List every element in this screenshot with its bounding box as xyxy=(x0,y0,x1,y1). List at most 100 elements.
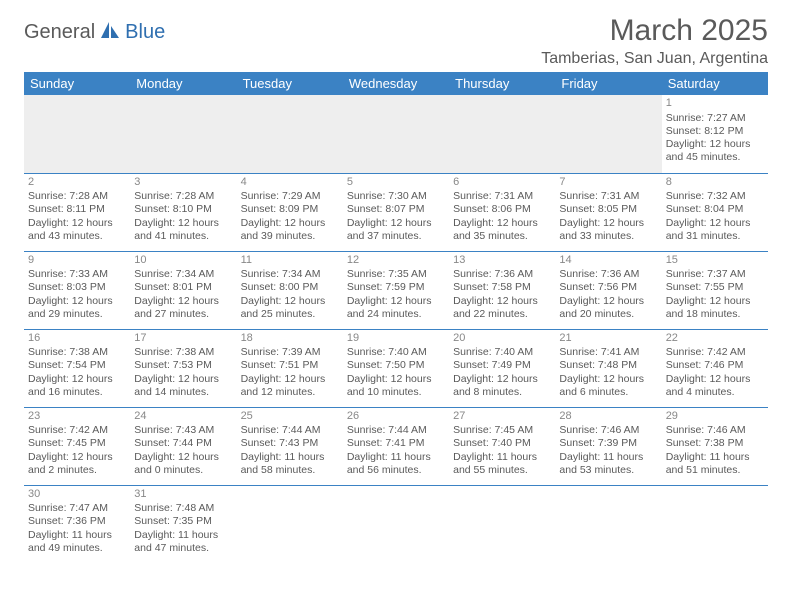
day-info-line: Sunset: 8:00 PM xyxy=(241,281,339,294)
day-info-line: Sunrise: 7:29 AM xyxy=(241,190,339,203)
day-number: 1 xyxy=(666,97,764,111)
day-info-line: Sunrise: 7:36 AM xyxy=(453,268,551,281)
day-info-line: and 31 minutes. xyxy=(666,230,764,243)
title-block: March 2025 Tamberias, San Juan, Argentin… xyxy=(541,14,768,68)
day-info-line: and 4 minutes. xyxy=(666,386,764,399)
calendar-table: SundayMondayTuesdayWednesdayThursdayFrid… xyxy=(24,72,768,563)
day-info-line: and 51 minutes. xyxy=(666,464,764,477)
day-info-line: Sunset: 8:05 PM xyxy=(559,203,657,216)
day-number: 29 xyxy=(666,410,764,424)
day-info-line: Daylight: 11 hours xyxy=(28,529,126,542)
day-number: 21 xyxy=(559,332,657,346)
calendar-day: 18Sunrise: 7:39 AMSunset: 7:51 PMDayligh… xyxy=(237,329,343,407)
day-info-line: and 37 minutes. xyxy=(347,230,445,243)
day-info-line: Daylight: 12 hours xyxy=(134,451,232,464)
day-number: 13 xyxy=(453,254,551,268)
day-info-line: and 39 minutes. xyxy=(241,230,339,243)
day-info-line: Sunset: 8:01 PM xyxy=(134,281,232,294)
day-info-line: Sunset: 8:12 PM xyxy=(666,125,764,138)
day-info-line: and 29 minutes. xyxy=(28,308,126,321)
day-info-line: Daylight: 12 hours xyxy=(28,451,126,464)
calendar-day: 26Sunrise: 7:44 AMSunset: 7:41 PMDayligh… xyxy=(343,407,449,485)
calendar-day xyxy=(555,95,661,173)
calendar-day: 19Sunrise: 7:40 AMSunset: 7:50 PMDayligh… xyxy=(343,329,449,407)
day-number: 10 xyxy=(134,254,232,268)
calendar-day: 12Sunrise: 7:35 AMSunset: 7:59 PMDayligh… xyxy=(343,251,449,329)
day-info-line: Sunrise: 7:34 AM xyxy=(241,268,339,281)
weekday-row: SundayMondayTuesdayWednesdayThursdayFrid… xyxy=(24,72,768,95)
calendar-day: 14Sunrise: 7:36 AMSunset: 7:56 PMDayligh… xyxy=(555,251,661,329)
day-info-line: Daylight: 12 hours xyxy=(559,295,657,308)
day-info-line: Sunset: 7:41 PM xyxy=(347,437,445,450)
day-info-line: and 25 minutes. xyxy=(241,308,339,321)
day-info-line: Sunset: 8:10 PM xyxy=(134,203,232,216)
day-info-line: and 45 minutes. xyxy=(666,151,764,164)
day-info-line: Sunset: 7:40 PM xyxy=(453,437,551,450)
logo-word-2: Blue xyxy=(125,21,165,44)
day-info-line: Sunset: 7:45 PM xyxy=(28,437,126,450)
day-number: 28 xyxy=(559,410,657,424)
day-info-line: Sunset: 7:43 PM xyxy=(241,437,339,450)
sail-icon xyxy=(99,20,121,45)
day-info-line: Sunset: 8:04 PM xyxy=(666,203,764,216)
day-info-line: and 47 minutes. xyxy=(134,542,232,555)
calendar-day: 1Sunrise: 7:27 AMSunset: 8:12 PMDaylight… xyxy=(662,95,768,173)
day-info-line: Daylight: 12 hours xyxy=(347,373,445,386)
day-info-line: Daylight: 12 hours xyxy=(28,295,126,308)
day-info-line: and 16 minutes. xyxy=(28,386,126,399)
day-info-line: Sunrise: 7:27 AM xyxy=(666,112,764,125)
calendar-day: 22Sunrise: 7:42 AMSunset: 7:46 PMDayligh… xyxy=(662,329,768,407)
day-info-line: Sunrise: 7:34 AM xyxy=(134,268,232,281)
weekday-header: Friday xyxy=(555,72,661,95)
calendar-day: 16Sunrise: 7:38 AMSunset: 7:54 PMDayligh… xyxy=(24,329,130,407)
calendar-day: 30Sunrise: 7:47 AMSunset: 7:36 PMDayligh… xyxy=(24,485,130,563)
calendar-day xyxy=(449,485,555,563)
calendar-day xyxy=(24,95,130,173)
day-number: 6 xyxy=(453,176,551,190)
day-info-line: Daylight: 11 hours xyxy=(241,451,339,464)
day-number: 18 xyxy=(241,332,339,346)
day-number: 5 xyxy=(347,176,445,190)
day-info-line: Sunrise: 7:36 AM xyxy=(559,268,657,281)
day-number: 15 xyxy=(666,254,764,268)
day-info-line: Daylight: 12 hours xyxy=(134,295,232,308)
day-info-line: and 10 minutes. xyxy=(347,386,445,399)
calendar-day xyxy=(130,95,236,173)
day-number: 23 xyxy=(28,410,126,424)
day-info-line: Sunrise: 7:44 AM xyxy=(241,424,339,437)
day-info-line: and 55 minutes. xyxy=(453,464,551,477)
day-info-line: Sunrise: 7:33 AM xyxy=(28,268,126,281)
calendar-day: 6Sunrise: 7:31 AMSunset: 8:06 PMDaylight… xyxy=(449,173,555,251)
calendar-week: 30Sunrise: 7:47 AMSunset: 7:36 PMDayligh… xyxy=(24,485,768,563)
day-number: 8 xyxy=(666,176,764,190)
day-info-line: Sunset: 7:49 PM xyxy=(453,359,551,372)
day-info-line: Sunrise: 7:41 AM xyxy=(559,346,657,359)
day-info-line: Sunrise: 7:39 AM xyxy=(241,346,339,359)
day-info-line: Daylight: 12 hours xyxy=(666,295,764,308)
calendar-head: SundayMondayTuesdayWednesdayThursdayFrid… xyxy=(24,72,768,95)
day-number: 12 xyxy=(347,254,445,268)
day-info-line: and 2 minutes. xyxy=(28,464,126,477)
day-number: 25 xyxy=(241,410,339,424)
brand-logo: General Blue xyxy=(24,14,165,45)
day-info-line: Sunrise: 7:47 AM xyxy=(28,502,126,515)
day-number: 14 xyxy=(559,254,657,268)
day-info-line: Sunrise: 7:31 AM xyxy=(453,190,551,203)
day-number: 31 xyxy=(134,488,232,502)
day-info-line: Daylight: 12 hours xyxy=(28,217,126,230)
day-info-line: Sunrise: 7:43 AM xyxy=(134,424,232,437)
day-info-line: Sunrise: 7:38 AM xyxy=(28,346,126,359)
day-number: 22 xyxy=(666,332,764,346)
day-info-line: Daylight: 12 hours xyxy=(453,217,551,230)
day-info-line: Daylight: 12 hours xyxy=(347,295,445,308)
day-info-line: Daylight: 12 hours xyxy=(134,373,232,386)
calendar-day xyxy=(237,95,343,173)
calendar-day: 20Sunrise: 7:40 AMSunset: 7:49 PMDayligh… xyxy=(449,329,555,407)
calendar-day: 2Sunrise: 7:28 AMSunset: 8:11 PMDaylight… xyxy=(24,173,130,251)
calendar-day xyxy=(449,95,555,173)
day-info-line: and 18 minutes. xyxy=(666,308,764,321)
weekday-header: Saturday xyxy=(662,72,768,95)
calendar-day: 25Sunrise: 7:44 AMSunset: 7:43 PMDayligh… xyxy=(237,407,343,485)
calendar-day: 24Sunrise: 7:43 AMSunset: 7:44 PMDayligh… xyxy=(130,407,236,485)
calendar-day xyxy=(555,485,661,563)
